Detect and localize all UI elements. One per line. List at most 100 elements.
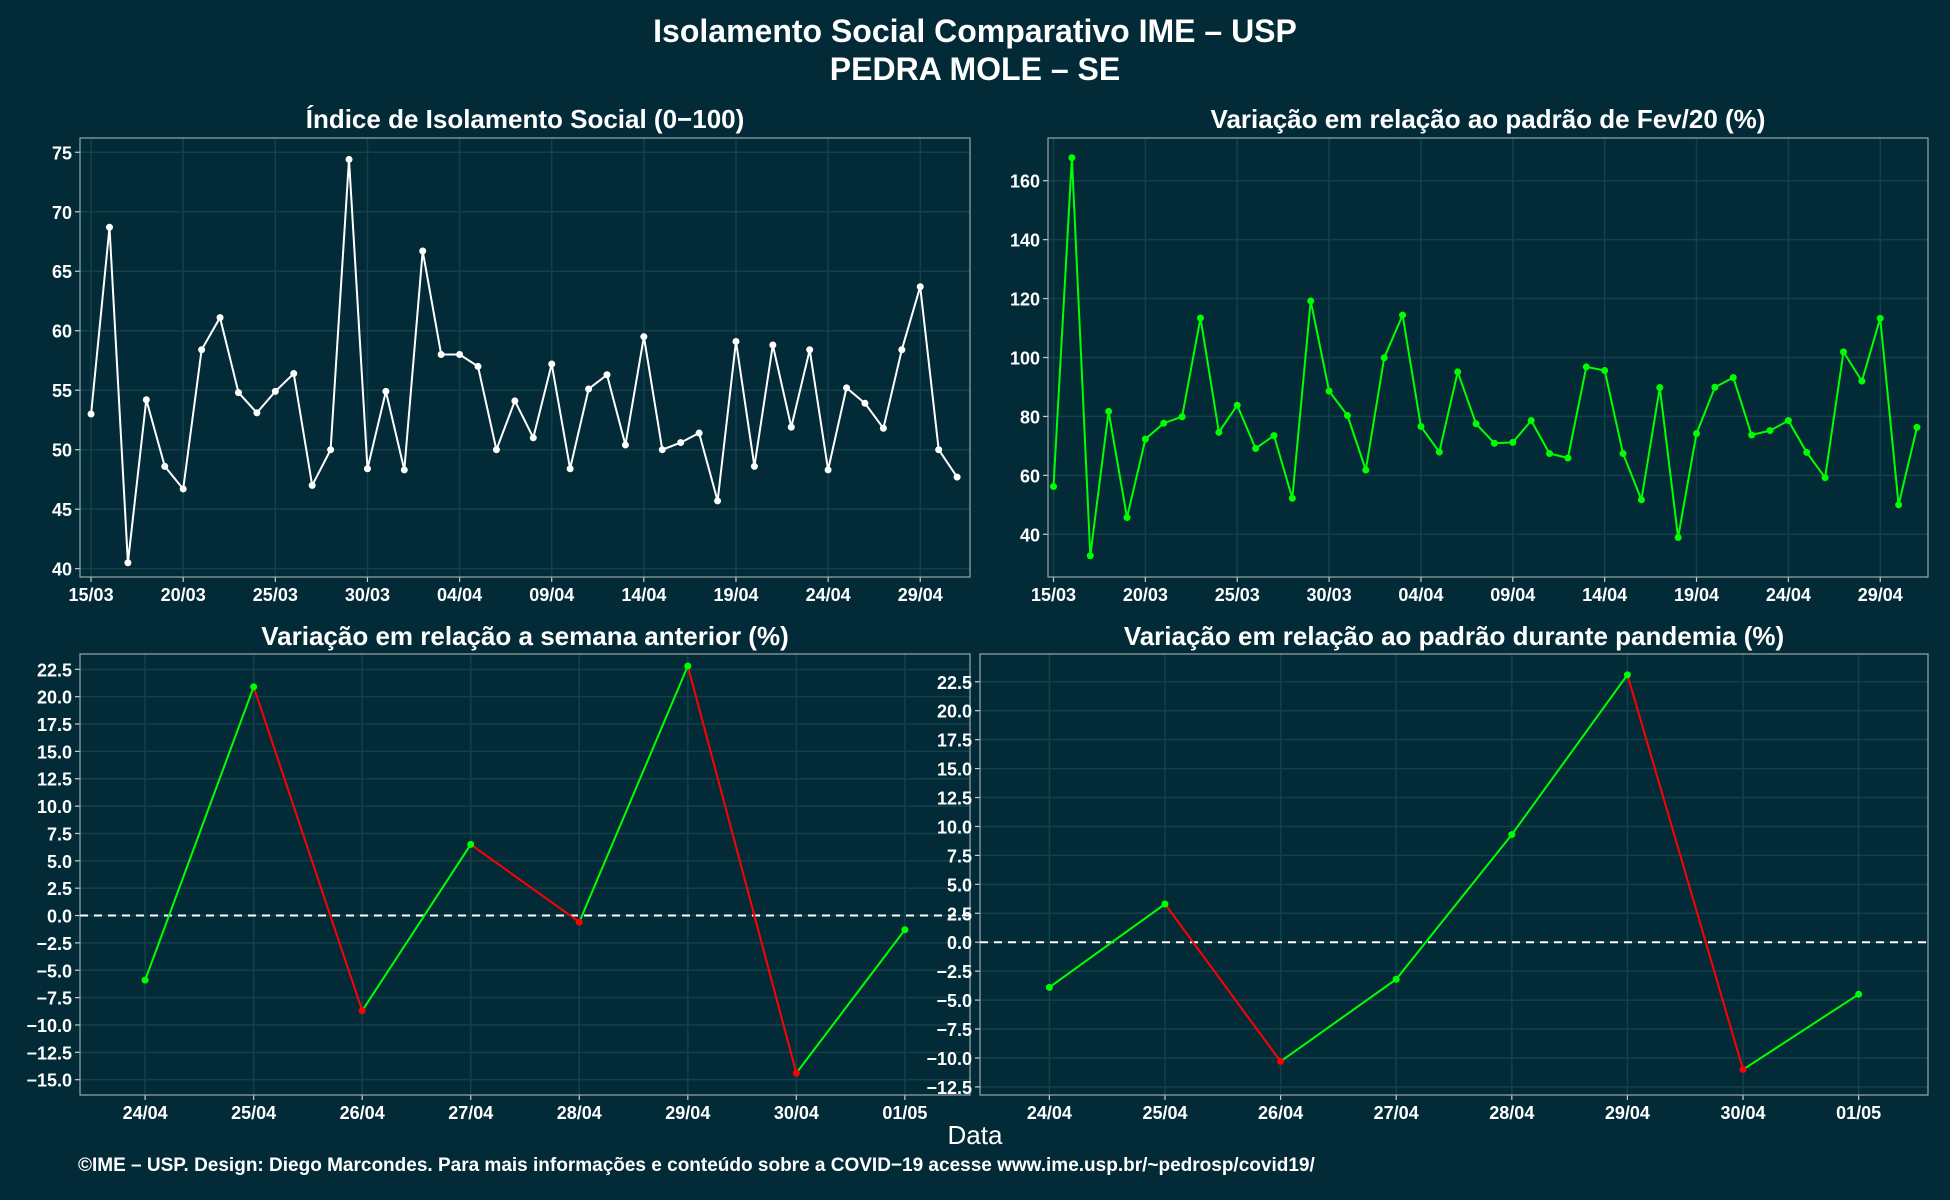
y-tick-label: 20.0	[937, 702, 972, 722]
data-point	[566, 465, 574, 473]
y-tick-label: 5.0	[47, 852, 72, 872]
data-point	[467, 840, 475, 848]
data-point	[953, 473, 961, 481]
x-tick-label: 19/04	[713, 585, 758, 605]
x-tick-label: 09/04	[1490, 585, 1535, 605]
x-tick-label: 09/04	[529, 585, 574, 605]
data-point	[105, 223, 113, 231]
data-point	[1693, 430, 1701, 438]
data-point	[1619, 450, 1627, 458]
main-title: Isolamento Social Comparativo IME – USP	[653, 13, 1297, 49]
data-point	[345, 155, 353, 163]
series-segment	[361, 843, 472, 1012]
data-point	[253, 409, 261, 417]
data-point	[358, 1007, 366, 1015]
y-tick-label: 12.5	[37, 770, 72, 790]
data-point	[1527, 417, 1535, 425]
data-point	[250, 683, 258, 691]
x-tick-label: 24/04	[123, 1103, 168, 1123]
panel-border	[1047, 137, 1929, 578]
data-point	[1508, 831, 1516, 839]
data-point	[806, 346, 814, 354]
data-point	[1288, 494, 1296, 502]
x-tick-label: 04/04	[437, 585, 482, 605]
chart-variation-previous-week: Variação em relação a semana anterior (%…	[26, 621, 971, 1123]
y-tick-label: 2.5	[947, 904, 972, 924]
data-point	[1711, 383, 1719, 391]
data-point	[1472, 420, 1480, 428]
data-point	[1050, 483, 1058, 491]
y-tick-label: 22.5	[937, 673, 972, 693]
x-tick-label: 14/04	[1582, 585, 1627, 605]
data-point	[1196, 314, 1204, 322]
y-tick-label: 7.5	[947, 846, 972, 866]
chart-title: Variação em relação a semana anterior (%…	[261, 621, 789, 651]
y-tick-label: 40	[52, 560, 72, 580]
y-tick-label: −15.0	[26, 1071, 72, 1091]
x-tick-label: 27/04	[1374, 1103, 1419, 1123]
chart-title: Variação em relação ao padrão de Fev/20 …	[1211, 104, 1766, 134]
data-point	[492, 446, 500, 454]
data-point	[695, 429, 703, 437]
y-tick-label: 22.5	[37, 660, 72, 680]
data-point	[1435, 448, 1443, 456]
data-point	[1739, 1066, 1747, 1074]
x-tick-label: 27/04	[448, 1103, 493, 1123]
data-point	[1277, 1057, 1285, 1065]
panel-border	[79, 137, 971, 578]
y-tick-label: −12.5	[26, 1043, 72, 1063]
x-tick-label: 29/04	[1858, 585, 1903, 605]
data-point	[1876, 314, 1884, 322]
chart-variation-pandemic: Variação em relação ao padrão durante pa…	[926, 621, 1929, 1123]
x-tick-label: 29/04	[1605, 1103, 1650, 1123]
data-point	[677, 439, 685, 447]
x-axis-label: Data	[947, 1120, 1003, 1150]
y-tick-label: 7.5	[47, 824, 72, 844]
x-tick-label: 30/03	[345, 585, 390, 605]
data-point	[1086, 552, 1094, 560]
y-tick-label: 80	[1020, 407, 1040, 427]
panel-border	[79, 653, 971, 1096]
data-point	[1601, 366, 1609, 374]
data-point	[1748, 431, 1756, 439]
y-tick-label: −10.0	[926, 1049, 972, 1069]
y-tick-label: 20.0	[37, 688, 72, 708]
y-tick-label: 10.0	[37, 797, 72, 817]
series-segment	[470, 843, 580, 923]
y-tick-label: 10.0	[937, 817, 972, 837]
series-segment	[1626, 674, 1744, 1070]
y-tick-label: 100	[1010, 349, 1040, 369]
data-point	[901, 926, 909, 934]
data-point	[861, 399, 869, 407]
x-tick-label: 25/03	[1215, 585, 1260, 605]
y-tick-label: −12.5	[926, 1078, 972, 1098]
y-tick-label: −5.0	[36, 961, 72, 981]
x-tick-label: 28/04	[557, 1103, 602, 1123]
data-point	[456, 351, 464, 359]
data-point	[1509, 438, 1517, 446]
data-point	[382, 387, 390, 395]
x-tick-label: 15/03	[69, 585, 114, 605]
series-segment	[795, 929, 906, 1074]
y-tick-label: 40	[1020, 525, 1040, 545]
x-tick-label: 24/04	[806, 585, 851, 605]
data-point	[1582, 363, 1590, 371]
data-point	[603, 371, 611, 379]
x-tick-label: 24/04	[1027, 1103, 1072, 1123]
data-point	[1913, 423, 1921, 431]
x-tick-label: 26/04	[1258, 1103, 1303, 1123]
data-point	[640, 333, 648, 341]
data-point	[271, 387, 279, 395]
series-segment	[1280, 978, 1397, 1063]
data-point	[327, 446, 335, 454]
series-segment	[1048, 903, 1166, 989]
x-tick-label: 29/04	[665, 1103, 710, 1123]
series-segment	[686, 665, 798, 1074]
series-segment	[144, 686, 255, 981]
data-point	[1123, 513, 1131, 521]
data-point	[1160, 419, 1168, 427]
x-tick-label: 25/04	[231, 1103, 276, 1123]
data-point	[769, 341, 777, 349]
data-point	[529, 434, 537, 442]
y-tick-label: 60	[52, 322, 72, 342]
